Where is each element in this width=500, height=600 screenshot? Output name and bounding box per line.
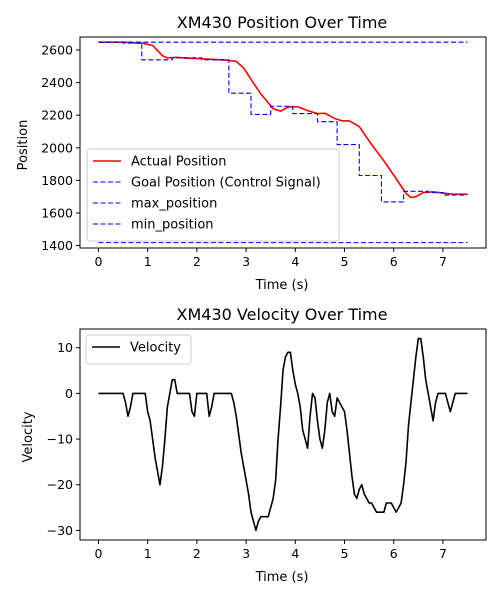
position-x-tick-label: 7 [439, 254, 447, 269]
position-x-tick-label: 5 [341, 254, 349, 269]
position-axis-ticks: 0 1 2 3 4 5 6 7 1400 1600 1800 2000 2200 2400 2600 [41, 43, 447, 269]
velocity-x-tick-label: 5 [341, 546, 349, 561]
position-y-tick-label: 1400 [41, 238, 73, 253]
position-plot-area [98, 41, 468, 244]
position-x-tick-label: 4 [291, 254, 299, 269]
position-x-tick-label: 0 [94, 254, 102, 269]
position-y-tick-label: 2400 [41, 75, 73, 90]
position-y-axis-label: Position [16, 120, 31, 171]
velocity-x-tick-label: 7 [439, 546, 447, 561]
position-legend-label: Goal Position (Control Signal) [131, 176, 321, 191]
position-y-tick-label: 1800 [41, 173, 73, 188]
position-x-tick-label: 3 [242, 254, 250, 269]
velocity-axis-ticks: 0 1 2 3 4 5 6 7 10 0 −10 −20 −30 [47, 340, 447, 561]
position-y-tick-label: 2200 [41, 108, 73, 123]
position-legend-label: Actual Position [131, 155, 226, 170]
position-x-tick-label: 6 [390, 254, 398, 269]
velocity-series-velocity [98, 337, 468, 532]
position-chart: XM430 Position Over Time 0 1 2 3 4 5 6 7 1400 160… [16, 13, 487, 293]
velocity-legend: Velocity [85, 334, 192, 365]
velocity-y-tick-label: 0 [65, 386, 73, 401]
velocity-y-tick-label: −10 [47, 432, 73, 447]
velocity-chart-title: XM430 Velocity Over Time [177, 305, 388, 324]
position-x-axis-label: Time (s) [255, 278, 309, 293]
position-y-tick-label: 2600 [41, 43, 73, 58]
position-legend: Actual Position Goal Position (Control Si… [86, 148, 340, 242]
position-y-tick-label: 1600 [41, 205, 73, 220]
position-axes-frame [79, 36, 487, 249]
position-legend-label: min_position [131, 218, 214, 233]
velocity-y-axis-label: Velocity [21, 411, 36, 462]
position-y-tick-label: 2000 [41, 140, 73, 155]
velocity-x-tick-label: 0 [94, 546, 102, 561]
velocity-plot-area [98, 337, 468, 532]
position-legend-label: max_position [131, 197, 217, 212]
position-legend-box [86, 148, 340, 242]
velocity-x-axis-label: Time (s) [255, 570, 309, 585]
position-series-goal-position-control-signal [98, 41, 468, 203]
velocity-y-tick-label: −20 [47, 477, 73, 492]
velocity-x-tick-label: 3 [242, 546, 250, 561]
velocity-x-tick-label: 1 [144, 546, 152, 561]
position-x-tick-label: 1 [144, 254, 152, 269]
velocity-legend-label: Velocity [130, 341, 181, 356]
velocity-x-tick-label: 6 [390, 546, 398, 561]
velocity-chart: XM430 Velocity Over Time 0 1 2 3 4 5 6 7 10 0 −10 −… [21, 305, 487, 585]
position-series-actual-position [98, 41, 468, 199]
velocity-axes-frame [79, 328, 487, 541]
velocity-y-tick-label: −30 [47, 523, 73, 538]
velocity-y-tick-label: 10 [57, 340, 73, 355]
position-chart-title: XM430 Position Over Time [177, 13, 388, 32]
velocity-x-tick-label: 2 [193, 546, 201, 561]
velocity-legend-box [85, 334, 192, 365]
velocity-x-tick-label: 4 [291, 546, 299, 561]
position-x-tick-label: 2 [193, 254, 201, 269]
